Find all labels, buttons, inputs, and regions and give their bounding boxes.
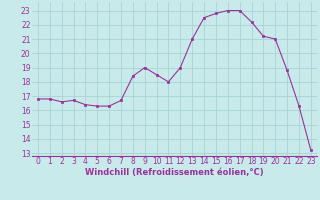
X-axis label: Windchill (Refroidissement éolien,°C): Windchill (Refroidissement éolien,°C) — [85, 168, 264, 177]
